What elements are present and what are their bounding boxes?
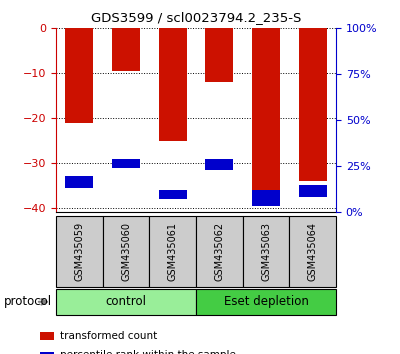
Text: Eset depletion: Eset depletion: [224, 295, 308, 308]
Bar: [299, 185, 327, 197]
Text: GSM435061: GSM435061: [168, 222, 178, 281]
Text: percentile rank within the sample: percentile rank within the sample: [60, 350, 236, 354]
Bar: [112, 28, 140, 71]
Text: GSM435062: GSM435062: [214, 222, 224, 281]
Text: GSM435064: GSM435064: [308, 222, 318, 281]
Bar: [299, 28, 327, 181]
Bar: [159, 190, 187, 199]
Bar: [252, 28, 280, 204]
Bar: [196, 289, 336, 315]
Bar: [205, 159, 233, 170]
Text: transformed count: transformed count: [60, 331, 157, 341]
Bar: [65, 177, 93, 188]
Text: GSM435059: GSM435059: [74, 222, 84, 281]
Bar: [196, 216, 243, 287]
Bar: [252, 190, 280, 206]
Bar: [289, 216, 336, 287]
Bar: [112, 159, 140, 167]
Title: GDS3599 / scl0023794.2_235-S: GDS3599 / scl0023794.2_235-S: [91, 11, 301, 24]
Bar: [103, 216, 149, 287]
Text: GSM435063: GSM435063: [261, 222, 271, 281]
Bar: [205, 28, 233, 82]
Bar: [56, 216, 103, 287]
Bar: [65, 28, 93, 122]
Bar: [159, 28, 187, 141]
Text: protocol: protocol: [4, 295, 52, 308]
Text: control: control: [106, 295, 146, 308]
Bar: [149, 216, 196, 287]
Bar: [56, 289, 196, 315]
Text: GSM435060: GSM435060: [121, 222, 131, 281]
Bar: [243, 216, 289, 287]
